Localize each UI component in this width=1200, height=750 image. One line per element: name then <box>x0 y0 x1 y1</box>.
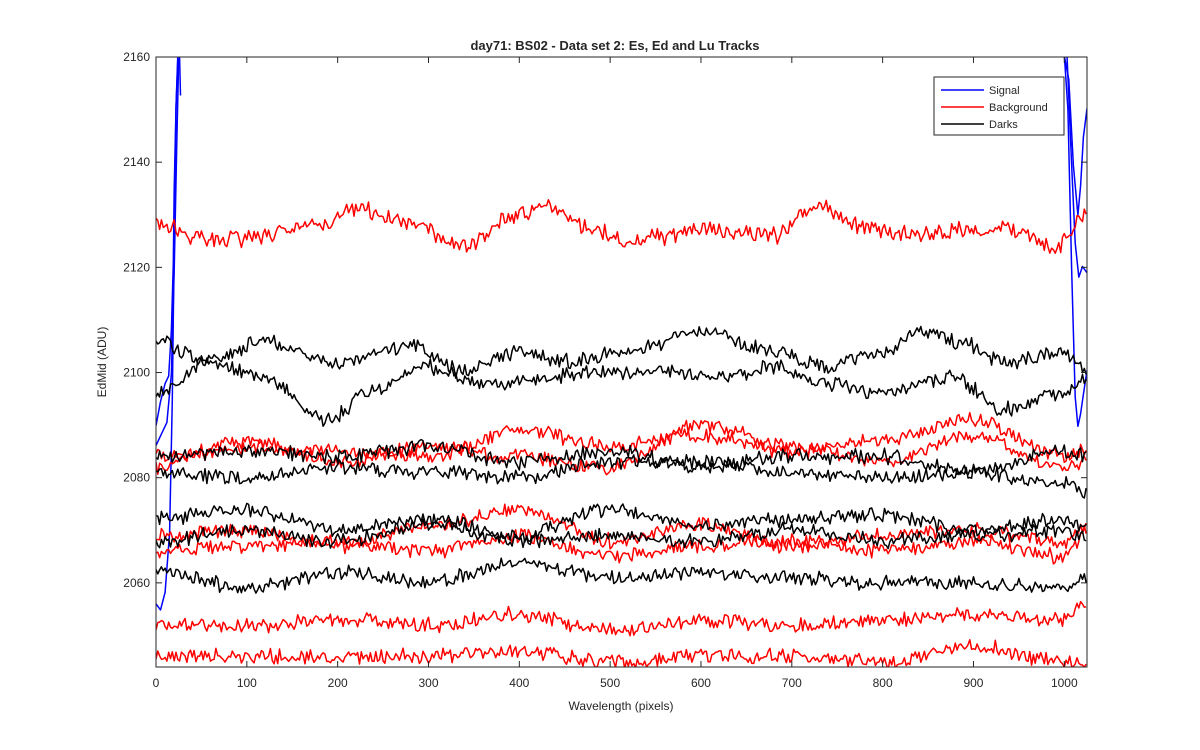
x-tick-label: 200 <box>328 676 348 690</box>
y-axis: 2060 2080 2100 2120 2140 2160 <box>123 50 1087 590</box>
series-line-signal-2 <box>156 58 180 446</box>
y-tick-label: 2080 <box>123 471 150 485</box>
legend-box <box>933 76 1065 136</box>
plot-area-frame <box>155 56 1088 668</box>
series-line-darks-16 <box>156 454 1087 499</box>
x-tick-label: 100 <box>237 676 257 690</box>
legend-label-background: Background <box>989 102 1048 114</box>
series-line-darks-19 <box>156 557 1087 594</box>
series-line-signal-5 <box>1063 57 1087 428</box>
series-line-background-11 <box>156 600 1087 637</box>
series-line-darks-17 <box>156 502 1087 543</box>
x-tick-label: 600 <box>691 676 711 690</box>
series-line-darks-13 <box>156 325 1087 379</box>
chart-legend: Signal Background Darks <box>933 76 1065 136</box>
x-axis: 0 100 200 300 400 500 600 700 800 900 1000 <box>153 57 1078 690</box>
plot-series-group <box>156 57 1087 667</box>
legend-label-darks: Darks <box>989 119 1018 131</box>
x-tick-label: 900 <box>963 676 983 690</box>
y-tick-label: 2140 <box>123 155 150 169</box>
series-line-darks-14 <box>156 356 1087 428</box>
y-axis-label: EdMid (ADU) <box>95 327 109 398</box>
legend-label-signal: Signal <box>989 85 1020 97</box>
x-tick-label: 800 <box>873 676 893 690</box>
y-tick-label: 2100 <box>123 366 150 380</box>
x-tick-label: 1000 <box>1051 676 1078 690</box>
series-line-darks-15 <box>156 438 1087 478</box>
series-line-background-12 <box>156 639 1087 667</box>
series-line-signal-3 <box>1063 57 1087 216</box>
series-line-signal-1 <box>156 57 180 611</box>
y-tick-label: 2060 <box>123 576 150 590</box>
series-line-background-6 <box>156 199 1087 254</box>
chart-title: day71: BS02 - Data set 2: Es, Ed and Lu … <box>470 38 759 53</box>
series-line-darks-18 <box>156 518 1087 550</box>
x-tick-label: 500 <box>600 676 620 690</box>
x-tick-label: 400 <box>509 676 529 690</box>
series-line-background-10 <box>156 524 1087 565</box>
x-tick-label: 0 <box>153 676 160 690</box>
x-tick-label: 700 <box>782 676 802 690</box>
x-tick-label: 300 <box>418 676 438 690</box>
x-axis-label: Wavelength (pixels) <box>569 699 674 713</box>
y-tick-label: 2120 <box>123 260 150 274</box>
y-tick-label: 2160 <box>123 50 150 64</box>
series-line-background-8 <box>156 419 1087 476</box>
